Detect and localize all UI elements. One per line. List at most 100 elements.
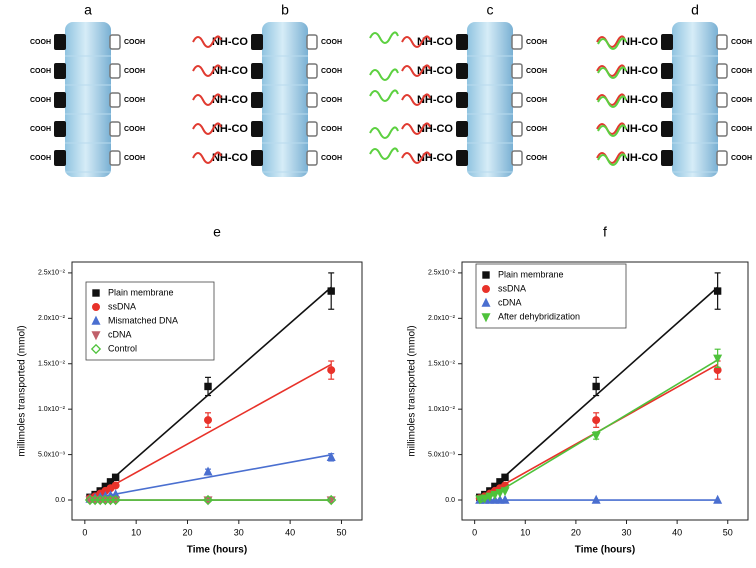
legend-label: Mismatched DNA [108, 315, 178, 325]
pore-end-left [251, 150, 263, 166]
pore-end-left [661, 150, 673, 166]
pore-end-right [511, 63, 523, 79]
legend-label: ssDNA [498, 283, 526, 293]
legend-label: Control [108, 343, 137, 353]
pore-end-left [251, 92, 263, 108]
x-tick-label: 40 [285, 527, 295, 537]
right-group: COOH [321, 68, 342, 75]
pore-end-right [306, 150, 318, 166]
left-group: NH-CO [622, 123, 658, 135]
right-group: COOH [321, 39, 342, 46]
pore-end-right [109, 34, 121, 50]
x-axis-title: Time (hours) [187, 545, 247, 556]
legend-label: cDNA [498, 297, 522, 307]
fit-line [89, 286, 332, 500]
left-group: NH-CO [212, 123, 248, 135]
plot-frame [71, 261, 363, 521]
dna-strand [192, 35, 222, 48]
left-group: NH-CO [212, 36, 248, 48]
dna-strand [596, 122, 626, 135]
marker [326, 451, 336, 462]
marker [713, 494, 723, 504]
marker [490, 490, 500, 500]
left-group: NH-CO [417, 65, 453, 77]
pore-end-left [456, 92, 468, 108]
pore-end-right [716, 92, 728, 108]
y-tick-label: 2.5x10⁻² [428, 270, 456, 277]
marker [495, 489, 505, 499]
dna-strand [369, 68, 399, 81]
legend-marker [92, 303, 100, 311]
marker [111, 481, 120, 490]
dna-strand [597, 153, 627, 166]
legend-marker [91, 315, 101, 325]
legend-box [475, 263, 627, 329]
dna-strand [401, 35, 431, 48]
dna-strand [596, 93, 626, 106]
legend-marker [482, 285, 490, 293]
marker [591, 494, 601, 504]
pore-end-left [251, 121, 263, 137]
left-group: NH-CO [622, 65, 658, 77]
pore-end-right [716, 150, 728, 166]
dna-strand [369, 126, 399, 139]
y-tick-label: 2.5x10⁻² [38, 270, 66, 277]
marker [501, 473, 509, 482]
dna-strand [596, 151, 626, 164]
pore-end-right [716, 34, 728, 50]
pore-end-right [716, 121, 728, 137]
pore-end-left [251, 34, 263, 50]
x-tick-label: 30 [234, 527, 244, 537]
pore-end-right [511, 150, 523, 166]
dna-strand [369, 89, 399, 102]
right-group: COOH [731, 126, 752, 133]
right-group: COOH [526, 39, 547, 46]
dna-strand [192, 151, 222, 164]
y-tick-label: 1.5x10⁻² [38, 361, 66, 368]
x-tick-label: 50 [723, 527, 733, 537]
pore-end-left [54, 150, 66, 166]
left-group: NH-CO [212, 65, 248, 77]
right-group: COOH [526, 68, 547, 75]
right-group: COOH [321, 97, 342, 104]
y-tick-label: 5.0x10⁻³ [38, 451, 66, 458]
legend-label: ssDNA [108, 301, 136, 311]
left-group: NH-CO [212, 152, 248, 164]
right-group: COOH [731, 97, 752, 104]
pore-end-left [661, 63, 673, 79]
marker [480, 494, 490, 504]
marker [204, 416, 213, 425]
pore-end-left [54, 34, 66, 50]
marker [202, 494, 214, 506]
right-group: COOH [124, 97, 145, 104]
fit-line [479, 286, 719, 500]
legend-label: cDNA [108, 329, 132, 339]
dna-strand [597, 66, 627, 79]
pore-end-left [54, 63, 66, 79]
y-tick-label: 2.0x10⁻² [428, 315, 456, 322]
pore-end-left [661, 34, 673, 50]
left-group: NH-CO [417, 94, 453, 106]
left-group: NH-CO [417, 36, 453, 48]
marker [203, 466, 213, 476]
membrane-column [65, 22, 111, 177]
panel-label: a [84, 2, 92, 18]
legend-marker [481, 297, 491, 307]
x-tick-label: 10 [131, 527, 141, 537]
pore-end-right [306, 34, 318, 50]
y-tick-label: 0.0 [445, 497, 455, 504]
x-tick-label: 10 [520, 527, 530, 537]
marker [500, 487, 510, 497]
marker [111, 473, 120, 482]
dna-strand [192, 93, 222, 106]
pore-end-right [109, 92, 121, 108]
x-tick-label: 40 [672, 527, 682, 537]
left-group: NH-CO [622, 152, 658, 164]
dna-strand [401, 122, 431, 135]
pore-end-left [456, 34, 468, 50]
y-tick-label: 0.0 [55, 497, 65, 504]
left-group: COOH [30, 126, 51, 133]
x-tick-label: 30 [622, 527, 632, 537]
left-group: COOH [30, 39, 51, 46]
